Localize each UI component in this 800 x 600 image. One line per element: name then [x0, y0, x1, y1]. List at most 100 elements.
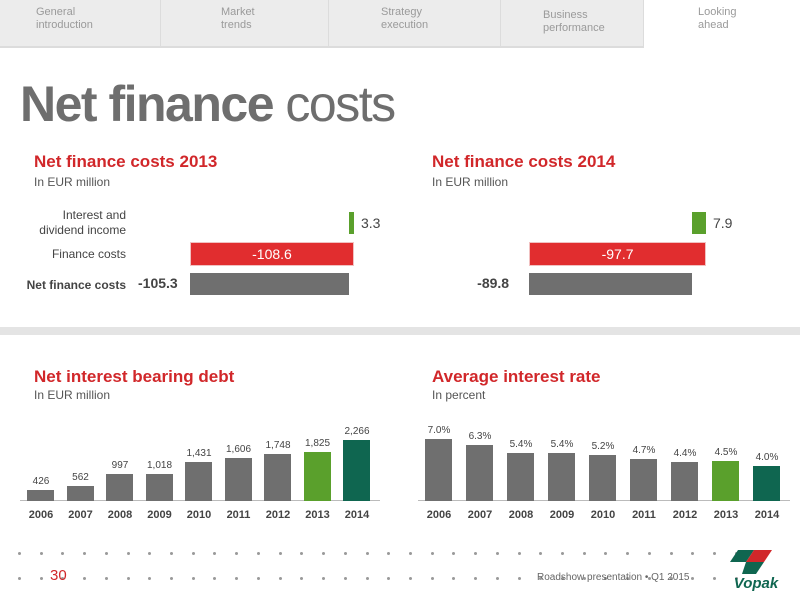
- footer-dot: [604, 552, 608, 555]
- column-year-label: 2008: [508, 509, 534, 521]
- column-value-label: 1,018: [146, 459, 173, 471]
- column-year-label: 2010: [590, 509, 616, 521]
- waterfall-value-finance-costs: -97.7: [601, 246, 634, 262]
- footer-dot: [387, 577, 391, 580]
- waterfall-value-net-finance-costs: -105.3: [138, 275, 178, 291]
- chart-2014-title: Net finance costs 2014: [432, 152, 616, 171]
- column-bar-2009: [145, 473, 173, 501]
- footer-dot: [18, 577, 21, 580]
- footer-dot: [387, 552, 391, 555]
- column-bar-2006: [27, 489, 54, 501]
- footer-dot: [126, 552, 130, 555]
- column-bar-2009: [548, 453, 575, 501]
- footer-dot: [235, 577, 239, 580]
- waterfall-bar-net-finance-costs: [190, 273, 349, 295]
- column-year-label: 2011: [226, 509, 251, 521]
- column-year-label: 2012: [265, 509, 291, 521]
- footer-dot: [582, 552, 586, 555]
- waterfall-value-interest-income: 7.9: [713, 215, 733, 231]
- footer-dot: [560, 577, 564, 580]
- column-bar-2008: [106, 474, 133, 501]
- waterfall-bar-finance-costs: [529, 242, 706, 266]
- footer-dot: [604, 577, 608, 580]
- column-value-label: 1,431: [186, 448, 212, 460]
- page-title-rest: costs: [285, 76, 396, 132]
- column-year-label: 2006: [28, 509, 54, 521]
- column-bar-2014: [753, 465, 780, 501]
- footer-dot: [626, 577, 630, 580]
- column-value-label: 426: [32, 475, 50, 487]
- column-year-label: 2012: [672, 509, 698, 521]
- footer-dots-top: [18, 552, 738, 556]
- column-value-label: 4.7%: [632, 445, 656, 457]
- footer-dot: [430, 577, 434, 580]
- column-bar-2006: [425, 439, 452, 501]
- column-bar-2007: [66, 485, 94, 501]
- nav-tab-general-introduction[interactable]: General introduction: [0, 0, 161, 46]
- column-year-label: 2010: [186, 509, 212, 521]
- nav-tab-market-trends[interactable]: Market trends: [161, 0, 329, 46]
- footer-dot: [83, 552, 87, 555]
- nav-tab-business-performance[interactable]: Business performance: [501, 0, 644, 46]
- vopak-logo: Vopak: [730, 550, 779, 592]
- column-year-label: 2011: [632, 509, 656, 521]
- column-bar-2010: [589, 454, 616, 501]
- footer-dot: [474, 552, 478, 555]
- svg-text:Vopak: Vopak: [734, 575, 779, 592]
- footer-dot: [408, 577, 412, 580]
- footer-dot: [300, 552, 304, 555]
- footer-dot: [256, 577, 260, 580]
- waterfall-bar-net-finance-costs: [529, 273, 692, 295]
- footer-dot: [430, 552, 434, 555]
- wf-label-net-finance-costs: Net finance costs: [26, 278, 126, 292]
- column-bar-2012: [671, 462, 698, 501]
- rate-chart-title: Average interest rate: [432, 367, 601, 386]
- column-bar-2010: [185, 462, 212, 501]
- footer-dot: [517, 552, 521, 555]
- wf-label-line: dividend income: [39, 223, 126, 237]
- footer-dot: [691, 577, 695, 580]
- column-value-label: 5.2%: [591, 440, 615, 452]
- waterfall-bar-finance-costs: [190, 242, 354, 266]
- column-value-label: 1,825: [304, 437, 331, 449]
- nav-tab-strategy-execution[interactable]: Strategy execution: [329, 0, 501, 46]
- column-bar-2012: [264, 453, 291, 501]
- footer-dot: [104, 577, 108, 580]
- footer-dot: [126, 577, 130, 580]
- column-year-label: 2008: [107, 509, 133, 521]
- chart-2013-subtitle: In EUR million: [34, 175, 111, 189]
- footer-dot: [148, 577, 152, 580]
- page-number: 30: [50, 567, 67, 584]
- footer-dot: [474, 577, 478, 580]
- footer-dot: [560, 552, 564, 555]
- footer-dot: [713, 577, 716, 580]
- footer-dot: [278, 552, 282, 555]
- footer-dot: [322, 552, 326, 555]
- footer-dot: [256, 552, 260, 555]
- column-year-label: 2014: [754, 509, 780, 521]
- waterfall-bar-interest-income: [349, 212, 354, 234]
- footer-dot: [452, 552, 456, 555]
- footer-dot: [691, 552, 695, 555]
- footer-dot: [170, 552, 174, 555]
- column-value-label: 5.4%: [550, 439, 574, 451]
- column-value-label: 5.4%: [509, 439, 533, 451]
- wf-label-line: Interest and: [62, 208, 126, 222]
- waterfall-value-interest-income: 3.3: [361, 215, 381, 231]
- footer-dot: [713, 552, 716, 555]
- column-year-label: 2007: [68, 509, 93, 521]
- footer-dot: [235, 552, 239, 555]
- footer-dot: [170, 577, 174, 580]
- column-value-label: 4.5%: [714, 447, 738, 459]
- footer-dot: [495, 577, 499, 580]
- footer-dot: [18, 552, 21, 555]
- column-value-label: 1,606: [225, 443, 252, 455]
- nav-tab-looking-ahead[interactable]: Looking ahead: [644, 0, 800, 46]
- column-value-label: 562: [72, 471, 89, 483]
- footer-dot: [39, 552, 43, 555]
- footer-dot: [647, 577, 651, 580]
- column-value-label: 997: [111, 460, 129, 472]
- waterfall-value-finance-costs: -108.6: [252, 246, 292, 262]
- column-bar-2013: [712, 461, 739, 501]
- column-value-label: 7.0%: [427, 425, 451, 436]
